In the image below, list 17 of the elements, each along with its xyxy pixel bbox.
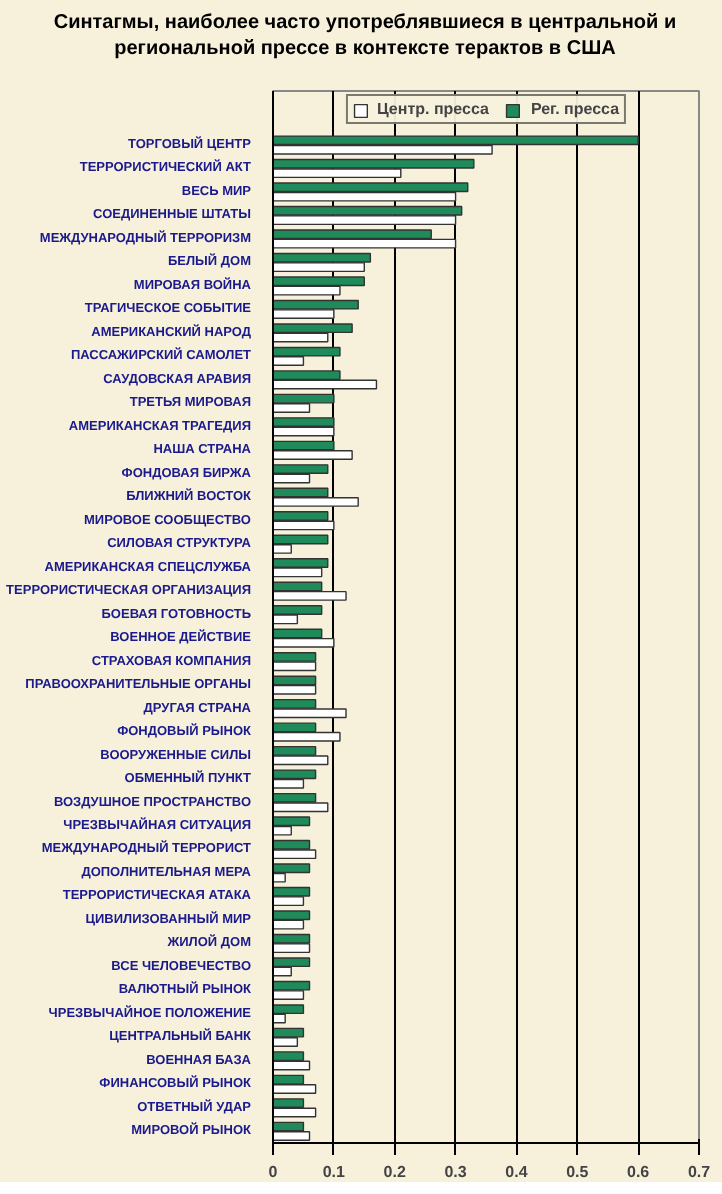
chart-title: Синтагмы, наиболее часто употреблявшиеся в центральной и региональной прессе в контексте терактов в США [53,10,677,62]
bar [273,323,353,334]
x-tick-label: 0.7 [687,1163,712,1181]
x-tick-label: 0.4 [505,1163,529,1181]
x-tick-label: 0.5 [566,1163,590,1181]
bar [273,1004,305,1015]
bar [273,590,347,601]
x-tick-label: 0.3 [444,1163,468,1181]
legend-label: Рег. пресса [530,100,620,118]
bar [273,417,335,428]
bar [273,1051,305,1062]
x-tick-label: 0.2 [383,1163,407,1181]
x-tick-label: 0.1 [322,1163,347,1181]
bar [273,637,335,648]
legend-label: Центр. пресса [376,100,489,118]
x-tick-label: 0.6 [627,1163,651,1181]
x-tick-label: 0 [268,1163,279,1181]
